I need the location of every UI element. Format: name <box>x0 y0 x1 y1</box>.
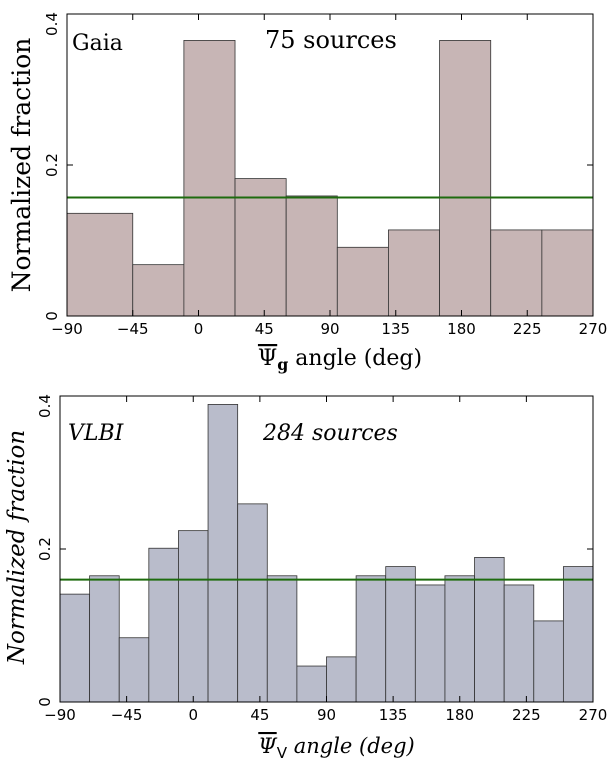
histogram-bar <box>234 178 287 317</box>
x-tick-label: 180 <box>447 320 476 338</box>
x-tick-label: 45 <box>255 320 274 338</box>
x-tick-label: 45 <box>250 706 269 724</box>
x-tick-label: 270 <box>579 320 608 338</box>
histogram-bar <box>66 212 134 317</box>
x-tick-label: −45 <box>117 320 149 338</box>
y-tick-label: 0 <box>36 697 54 707</box>
panel-label: Gaia <box>72 31 123 56</box>
x-axis-symbol: Ψ <box>258 734 278 758</box>
histogram-bar <box>541 229 594 317</box>
x-axis-label: ΨV angle (deg) <box>258 734 414 762</box>
histogram-bar <box>285 195 338 317</box>
x-axis-text: angle (deg) <box>287 734 415 758</box>
x-tick-label: 0 <box>188 706 198 724</box>
histogram-bar <box>533 620 564 703</box>
x-tick-label: 90 <box>320 320 339 338</box>
x-tick-label: 225 <box>513 320 542 338</box>
source-count-annotation: 75 sources <box>265 26 397 54</box>
histogram-bar <box>237 503 268 703</box>
histogram-bar <box>118 637 150 703</box>
histogram-bar <box>148 547 179 703</box>
x-tick-label: 135 <box>379 706 408 724</box>
x-tick-label: 270 <box>579 706 608 724</box>
x-axis-text: angle (deg) <box>288 346 422 371</box>
y-tick-label: 0.2 <box>43 153 61 177</box>
histogram-panel-gaia: −90 −45 0 45 90 135 180 225 270 0 0.2 0.4 Normalized… <box>7 12 607 374</box>
x-tick-label: 0 <box>194 320 204 338</box>
x-tick-label: −90 <box>44 706 76 724</box>
source-count-annotation: 284 sources <box>262 421 398 446</box>
x-tick-label: 180 <box>445 706 474 724</box>
histogram-bar <box>178 530 209 703</box>
histogram-bar <box>444 575 475 703</box>
x-tick-label: 225 <box>512 706 541 724</box>
histogram-bar <box>385 566 416 703</box>
panel-label: VLBI <box>68 421 125 446</box>
x-axis-subscript: V <box>277 744 288 762</box>
histogram-bar <box>503 584 535 703</box>
histogram-bar <box>132 264 185 317</box>
y-tick-label: 0 <box>43 311 61 321</box>
histogram-bar <box>89 575 120 703</box>
y-tick-label: 0.4 <box>43 12 61 36</box>
histogram-panel-vlbi: −90 −45 0 45 90 135 180 225 270 0 0.2 0.4 Normalized… <box>4 394 607 762</box>
histogram-bar <box>336 246 389 317</box>
histogram-bar <box>490 229 543 317</box>
histogram-bar <box>414 584 446 703</box>
x-tick-label: 135 <box>381 320 410 338</box>
y-axis-label: Normalized fraction <box>7 38 36 293</box>
x-tick-label: 90 <box>317 706 336 724</box>
histogram-bar <box>296 665 327 703</box>
y-axis-label: Normalized fraction <box>4 430 30 665</box>
x-axis-subscript: g <box>277 355 288 374</box>
histogram-bar <box>439 40 492 317</box>
x-axis-symbol: Ψ <box>258 346 277 371</box>
y-tick-label: 0.2 <box>36 537 54 561</box>
histogram-bar <box>355 575 387 703</box>
histogram-bar <box>266 575 298 703</box>
x-axis-label: Ψg angle (deg) <box>258 346 422 374</box>
y-tick-label: 0.4 <box>36 394 54 418</box>
histogram-bar <box>207 404 239 703</box>
histogram-bar <box>326 656 357 703</box>
histogram-bar <box>59 593 91 703</box>
histogram-bar <box>388 229 440 317</box>
histogram-bar <box>562 566 594 703</box>
histogram-bar <box>183 40 236 317</box>
x-tick-label: −90 <box>51 320 83 338</box>
x-tick-label: −45 <box>111 706 143 724</box>
